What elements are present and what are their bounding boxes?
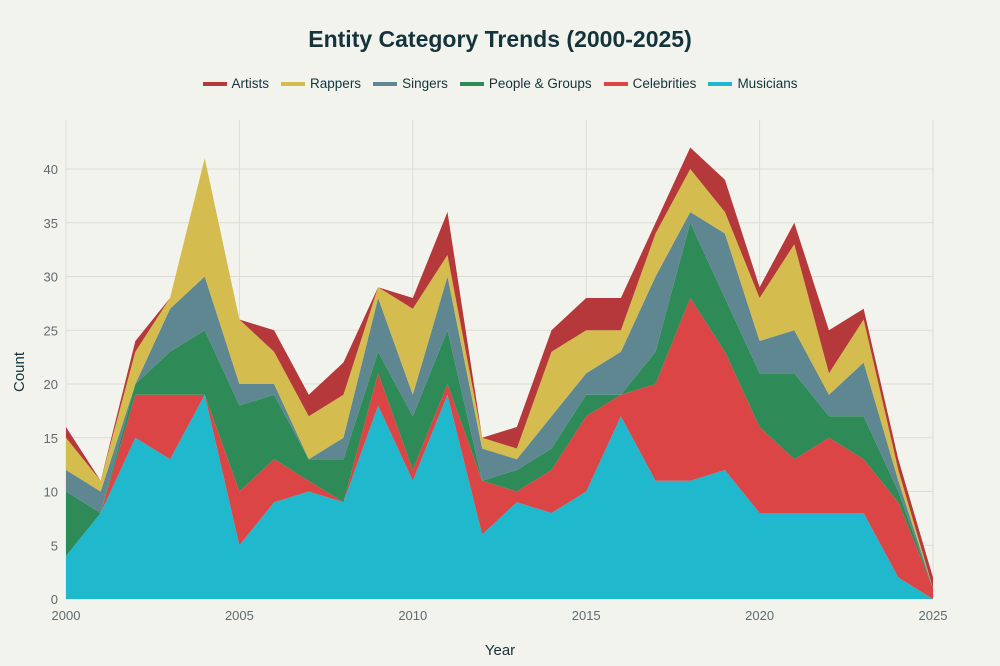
chart-title: Entity Category Trends (2000-2025) [308,26,692,52]
y-axis-label: Count [11,351,28,392]
legend-item-celebrities[interactable]: Celebrities [603,76,697,91]
legend-item-people-groups[interactable]: People & Groups [459,76,592,91]
x-tick-label: 2005 [225,608,254,623]
y-tick-label: 40 [44,162,58,177]
legend-label: Singers [402,76,448,91]
legend-swatch [281,81,306,86]
x-axis-label: Year [485,642,515,659]
legend-item-musicians[interactable]: Musicians [708,76,797,91]
y-tick-label: 10 [44,485,58,500]
legend-item-singers[interactable]: Singers [373,76,448,91]
legend-swatch [202,81,227,86]
legend-item-rappers[interactable]: Rappers [281,76,361,91]
area-people-groups[interactable] [66,222,933,589]
y-tick-label: 15 [44,431,58,446]
x-tick-label: 2010 [398,608,427,623]
legend-swatch [708,81,733,86]
area-singers[interactable] [66,212,933,589]
x-tick-label: 2025 [919,608,948,623]
legend-label: Musicians [737,76,798,91]
area-rappers[interactable] [66,158,933,589]
y-tick-label: 20 [44,377,58,392]
legend-item-artists[interactable]: Artists [202,76,270,91]
area-celebrities[interactable] [66,298,933,599]
legend: Artists Rappers Singers People & Groups Cele… [0,76,1000,91]
x-tick-label: 2020 [745,608,774,623]
legend-label: Celebrities [632,76,697,91]
legend-label: Rappers [310,76,362,91]
legend-swatch [373,81,398,86]
y-tick-label: 0 [51,592,58,607]
areas [66,147,933,599]
y-tick-label: 25 [44,323,58,338]
x-tick-label: 2015 [572,608,601,623]
legend-label: People & Groups [488,76,592,91]
legend-label: Artists [231,76,270,91]
area-musicians[interactable] [66,394,933,599]
legend-swatch [459,81,484,86]
x-tick-label: 2000 [52,608,81,623]
y-tick-label: 35 [44,216,58,231]
y-tick-label: 30 [44,270,58,285]
y-tick-label: 5 [51,538,58,553]
legend-swatch [603,81,628,86]
